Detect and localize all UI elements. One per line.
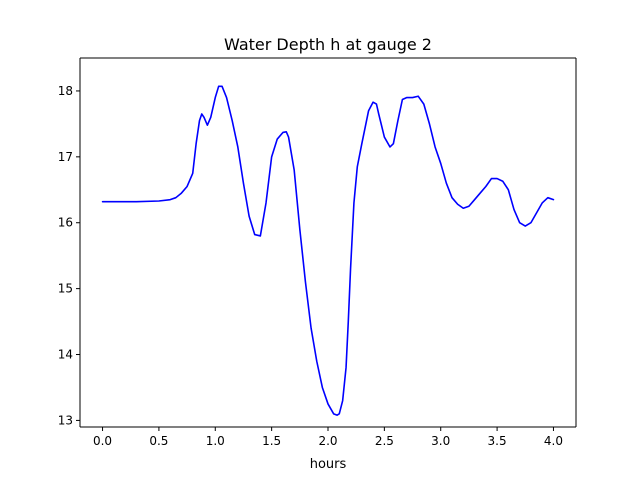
chart-title: Water Depth h at gauge 2 (224, 35, 432, 54)
y-tick-label: 15 (58, 282, 73, 296)
x-tick-label: 1.0 (206, 434, 225, 448)
x-tick-label: 4.0 (544, 434, 563, 448)
series-line-0 (101, 85, 555, 416)
y-tick-label: 17 (58, 150, 73, 164)
x-tick-label: 3.0 (431, 434, 450, 448)
x-tick-label: 0.5 (149, 434, 168, 448)
y-tick-label: 14 (58, 348, 73, 362)
x-tick-label: 1.5 (262, 434, 281, 448)
plot-area: 0.0 0.5 1.0 1.5 2.0 2.5 3.0 3.5 4.0 13 14 15 16 17 18 (58, 57, 577, 448)
x-tick-label: 2.5 (375, 434, 394, 448)
y-tick-label: 16 (58, 216, 73, 230)
x-axis-label: hours (310, 457, 347, 472)
y-tick-label: 13 (58, 413, 73, 427)
x-tick-label: 3.5 (488, 434, 507, 448)
x-tick-label: 0.0 (93, 434, 112, 448)
x-tick-label: 2.0 (318, 434, 337, 448)
y-tick-label: 18 (58, 84, 73, 98)
